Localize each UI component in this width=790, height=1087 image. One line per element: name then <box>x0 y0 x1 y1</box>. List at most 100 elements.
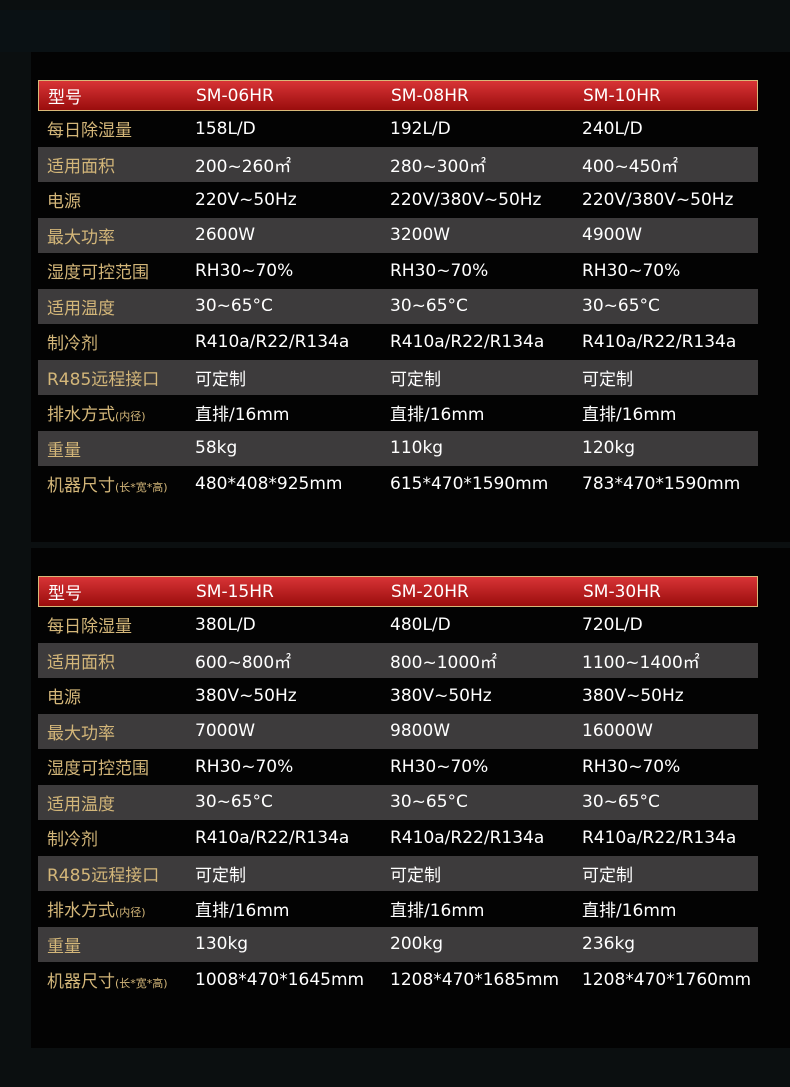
cell-value: RH30~70% <box>195 756 294 777</box>
row-label: 湿度可控范围 <box>38 754 195 779</box>
cell-value: 1208*470*1760mm <box>582 969 752 990</box>
cell-value: 30~65°C <box>582 792 660 813</box>
row-label-text: R485远程接口 <box>47 865 160 886</box>
cell-value: R410a/R22/R134a <box>582 331 737 352</box>
cell-value: 可定制 <box>195 865 246 886</box>
row-label-text: 电源 <box>47 688 81 709</box>
header-label: 型号 <box>48 584 82 604</box>
model-name: SM-10HR <box>583 85 661 106</box>
cell-value: R410a/R22/R134a <box>390 827 545 848</box>
row-label-suffix: (内径) <box>115 906 146 920</box>
row-label-text: 机器尺寸 <box>47 972 115 993</box>
cell-value: 220V~50Hz <box>195 189 297 210</box>
cell-value: 200kg <box>390 934 444 955</box>
row-label: R485远程接口 <box>38 365 195 390</box>
row-label-suffix: (长*宽*高) <box>115 481 168 495</box>
row-label: 电源 <box>38 683 195 708</box>
cell-value: RH30~70% <box>582 756 681 777</box>
row-label: 机器尺寸(长*宽*高) <box>38 471 195 496</box>
row-label-text: 每日除湿量 <box>47 617 132 638</box>
row-label: 制冷剂 <box>38 329 195 354</box>
table-row: 制冷剂 R410a/R22/R134a R410a/R22/R134a R410a/R… <box>38 820 758 856</box>
cell-value: 30~65°C <box>195 296 273 317</box>
row-label-text: R485远程接口 <box>47 369 160 390</box>
table-row: 机器尺寸(长*宽*高) 1008*470*1645mm 1208*470*1685m… <box>38 962 758 998</box>
row-label-text: 每日除湿量 <box>47 121 132 142</box>
model-name: SM-08HR <box>391 85 469 106</box>
cell-value: 9800W <box>390 721 451 742</box>
table-row: 最大功率 7000W 9800W 16000W <box>38 713 758 749</box>
row-label: 排水方式(内径) <box>38 896 195 921</box>
row-label: 最大功率 <box>38 719 195 744</box>
row-label-text: 制冷剂 <box>47 830 98 851</box>
cell-value: 192L/D <box>390 118 451 139</box>
cell-value: 30~65°C <box>582 296 660 317</box>
spec-table-2: 型号 SM-15HR SM-20HR SM-30HR 每日除湿量 380L/D 480L/D… <box>38 576 758 998</box>
table-row: 排水方式(内径) 直排/16mm 直排/16mm 直排/16mm <box>38 891 758 927</box>
table-row: 适用面积 600~800㎡ 800~1000㎡ 1100~1400㎡ <box>38 642 758 678</box>
row-label-text: 最大功率 <box>47 723 115 744</box>
cell-value: 直排/16mm <box>390 405 485 426</box>
header-label: 型号 <box>48 88 82 108</box>
header-row: 型号 SM-06HR SM-08HR SM-10HR <box>38 80 758 111</box>
model-name: SM-20HR <box>391 581 469 602</box>
cell-value: 直排/16mm <box>582 901 677 922</box>
cell-value: 158L/D <box>195 118 256 139</box>
cell-value: 600~800㎡ <box>195 652 292 673</box>
cell-value: 可定制 <box>390 865 441 886</box>
row-label-text: 适用面积 <box>47 156 115 177</box>
cell-value: 可定制 <box>195 369 246 390</box>
row-label: 每日除湿量 <box>38 612 195 637</box>
table-row: 最大功率 2600W 3200W 4900W <box>38 217 758 253</box>
cell-value: 380L/D <box>195 614 256 635</box>
cell-value: 615*470*1590mm <box>390 473 549 494</box>
cell-value: 200~260㎡ <box>195 156 292 177</box>
cell-value: 4900W <box>582 225 643 246</box>
table-row: 重量 58kg 110kg 120kg <box>38 430 758 466</box>
cell-value: 130kg <box>195 934 249 955</box>
cell-value: 236kg <box>582 934 636 955</box>
table-row: 机器尺寸(长*宽*高) 480*408*925mm 615*470*1590mm 78… <box>38 466 758 502</box>
row-label-text: 湿度可控范围 <box>47 263 149 284</box>
cell-value: 2600W <box>195 225 256 246</box>
cell-value: 直排/16mm <box>195 405 290 426</box>
row-label: 重量 <box>38 436 195 461</box>
cell-value: 400~450㎡ <box>582 156 679 177</box>
row-label: 适用温度 <box>38 294 195 319</box>
row-label-text: 排水方式 <box>47 405 115 426</box>
cell-value: 120kg <box>582 438 636 459</box>
spec-table-1: 型号 SM-06HR SM-08HR SM-10HR 每日除湿量 158L/D 192L/D… <box>38 80 758 502</box>
model-name: SM-30HR <box>583 581 661 602</box>
cell-value: R410a/R22/R134a <box>582 827 737 848</box>
table-row: 电源 380V~50Hz 380V~50Hz 380V~50Hz <box>38 678 758 714</box>
table-row: 每日除湿量 158L/D 192L/D 240L/D <box>38 111 758 147</box>
cell-value: RH30~70% <box>195 260 294 281</box>
cell-value: 220V/380V~50Hz <box>390 189 542 210</box>
cell-value: 110kg <box>390 438 444 459</box>
cell-value: 可定制 <box>582 865 633 886</box>
table-row: 重量 130kg 200kg 236kg <box>38 926 758 962</box>
cell-value: 30~65°C <box>390 792 468 813</box>
row-label-text: 制冷剂 <box>47 334 98 355</box>
table-row: 适用面积 200~260㎡ 280~300㎡ 400~450㎡ <box>38 146 758 182</box>
cell-value: 3200W <box>390 225 451 246</box>
cell-value: RH30~70% <box>390 756 489 777</box>
cell-value: R410a/R22/R134a <box>195 827 350 848</box>
background-block <box>0 10 170 52</box>
row-label-text: 重量 <box>47 936 81 957</box>
cell-value: 280~300㎡ <box>390 156 487 177</box>
row-label: 湿度可控范围 <box>38 258 195 283</box>
cell-value: 30~65°C <box>195 792 273 813</box>
cell-value: 可定制 <box>582 369 633 390</box>
row-label-text: 重量 <box>47 440 81 461</box>
cell-value: 直排/16mm <box>390 901 485 922</box>
cell-value: 480*408*925mm <box>195 473 343 494</box>
cell-value: RH30~70% <box>390 260 489 281</box>
table-row: 湿度可控范围 RH30~70% RH30~70% RH30~70% <box>38 253 758 289</box>
row-label-text: 适用温度 <box>47 794 115 815</box>
cell-value: 1208*470*1685mm <box>390 969 560 990</box>
row-label: 适用面积 <box>38 648 195 673</box>
row-label: 制冷剂 <box>38 825 195 850</box>
row-label-text: 机器尺寸 <box>47 476 115 497</box>
row-label: 机器尺寸(长*宽*高) <box>38 967 195 992</box>
